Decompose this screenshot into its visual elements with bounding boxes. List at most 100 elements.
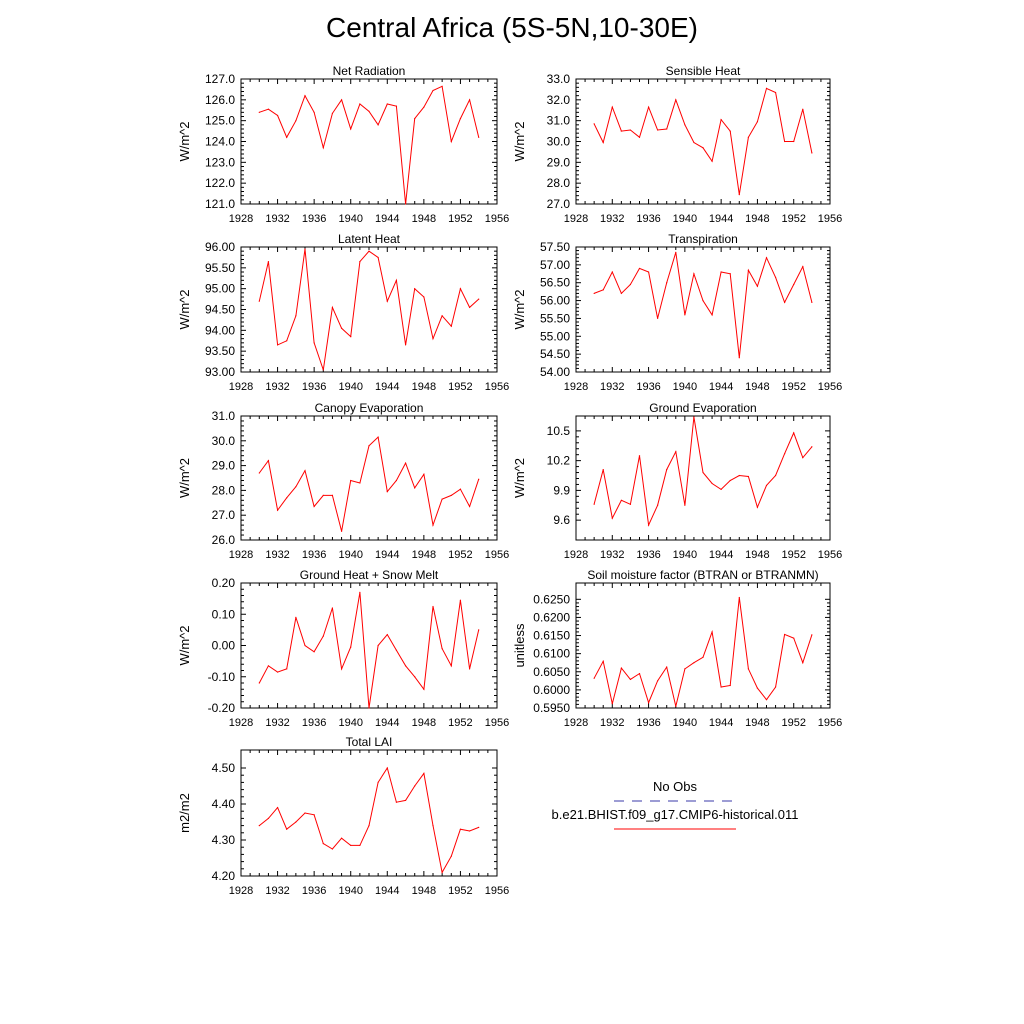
y-tick-label: 0.5950: [533, 701, 570, 715]
data-point: [258, 300, 260, 302]
data-point: [478, 136, 480, 138]
panel-title: Soil moisture factor (BTRAN or BTRANMN): [587, 568, 818, 582]
data-point: [602, 141, 604, 144]
data-point: [450, 665, 452, 667]
data-point: [350, 844, 352, 847]
panel-title: Transpiration: [668, 232, 738, 246]
y-tick-label: 56.00: [540, 294, 570, 308]
series-line: [258, 436, 480, 532]
data-point: [774, 91, 777, 94]
y-tick-label: 121.0: [205, 197, 235, 211]
data-point: [395, 479, 398, 482]
data-point: [331, 607, 334, 609]
data-point: [611, 106, 613, 108]
y-tick-label: 0.6200: [533, 610, 570, 624]
y-tick-label: 93.00: [205, 365, 235, 379]
data-point: [711, 482, 713, 485]
x-tick-label: 1956: [485, 885, 509, 897]
y-tick-label: 9.6: [553, 513, 570, 527]
data-point: [441, 85, 443, 87]
legend-case-label: b.e21.BHIST.f09_g17.CMIP6-historical.011: [551, 807, 799, 822]
y-tick-label: 0.00: [212, 639, 236, 653]
page-title: Central Africa (5S-5N,10-30E): [326, 12, 698, 43]
y-axis-label: W/m^2: [177, 458, 192, 498]
data-point: [738, 474, 740, 477]
data-point: [666, 666, 668, 668]
data-point: [793, 637, 795, 639]
data-point: [395, 279, 398, 281]
data-point: [693, 662, 695, 664]
data-point: [350, 128, 352, 130]
data-point: [468, 505, 471, 508]
data-point: [295, 821, 297, 823]
x-tick-label: 1956: [485, 213, 509, 225]
data-point: [276, 671, 279, 673]
y-axis-label: W/m^2: [177, 625, 192, 665]
data-point: [638, 672, 641, 675]
data-point: [784, 301, 786, 303]
y-tick-label: 57.00: [540, 258, 570, 272]
y-tick-label: 27.0: [212, 508, 236, 522]
x-tick-label: 1932: [265, 213, 289, 225]
y-tick-label: 94.50: [205, 303, 235, 317]
series-line: [259, 85, 480, 205]
x-tick-label: 1944: [709, 381, 733, 393]
panel-title: Net Radiation: [333, 64, 406, 78]
data-point: [693, 141, 695, 144]
y-tick-label: 4.20: [212, 869, 236, 883]
x-tick-label: 1932: [600, 717, 624, 729]
data-point: [423, 296, 425, 298]
data-point: [729, 273, 731, 275]
data-point: [414, 288, 416, 290]
data-point: [629, 678, 632, 680]
y-tick-label: 95.50: [205, 261, 235, 275]
data-point: [386, 767, 388, 769]
data-point: [322, 494, 324, 496]
data-point: [666, 128, 668, 130]
data-point: [377, 781, 379, 784]
data-point: [295, 120, 297, 122]
data-point: [304, 248, 306, 250]
panel-title: Ground Evaporation: [649, 401, 756, 415]
x-tick-label: 1952: [448, 885, 472, 897]
x-tick-label: 1928: [229, 213, 253, 225]
chart-panel: Soil moisture factor (BTRAN or BTRANMN) 1…: [512, 568, 842, 729]
data-point: [258, 682, 260, 684]
x-tick-label: 1944: [709, 213, 733, 225]
data-point: [276, 509, 279, 511]
data-point: [729, 130, 731, 132]
data-point: [647, 524, 650, 526]
data-point: [802, 108, 804, 110]
data-point: [359, 103, 361, 105]
data-point: [450, 325, 452, 327]
data-point: [350, 646, 352, 648]
data-point: [711, 314, 713, 316]
data-point: [647, 271, 650, 273]
panel-title: Total LAI: [346, 735, 393, 749]
x-tick-label: 1932: [265, 381, 289, 393]
x-tick-label: 1928: [564, 549, 588, 561]
data-point: [602, 289, 604, 291]
x-tick-label: 1940: [338, 213, 362, 225]
data-point: [359, 260, 361, 263]
data-point: [620, 667, 622, 669]
data-point: [331, 306, 334, 309]
x-tick-label: 1956: [818, 717, 842, 729]
data-point: [747, 668, 749, 670]
data-point: [684, 314, 686, 316]
x-tick-label: 1940: [338, 717, 362, 729]
data-point: [368, 707, 370, 709]
data-point: [404, 462, 407, 464]
panel-title: Canopy Evaporation: [315, 401, 424, 415]
data-point: [377, 644, 379, 647]
data-point: [593, 677, 595, 679]
y-tick-label: 95.00: [205, 282, 235, 296]
y-tick-label: 30.0: [212, 434, 236, 448]
data-point: [468, 306, 471, 309]
y-axis-label: W/m^2: [512, 121, 527, 161]
data-point: [368, 825, 370, 827]
x-tick-label: 1940: [673, 717, 697, 729]
data-point: [304, 812, 306, 814]
x-tick-label: 1928: [229, 381, 253, 393]
data-point: [368, 250, 370, 252]
